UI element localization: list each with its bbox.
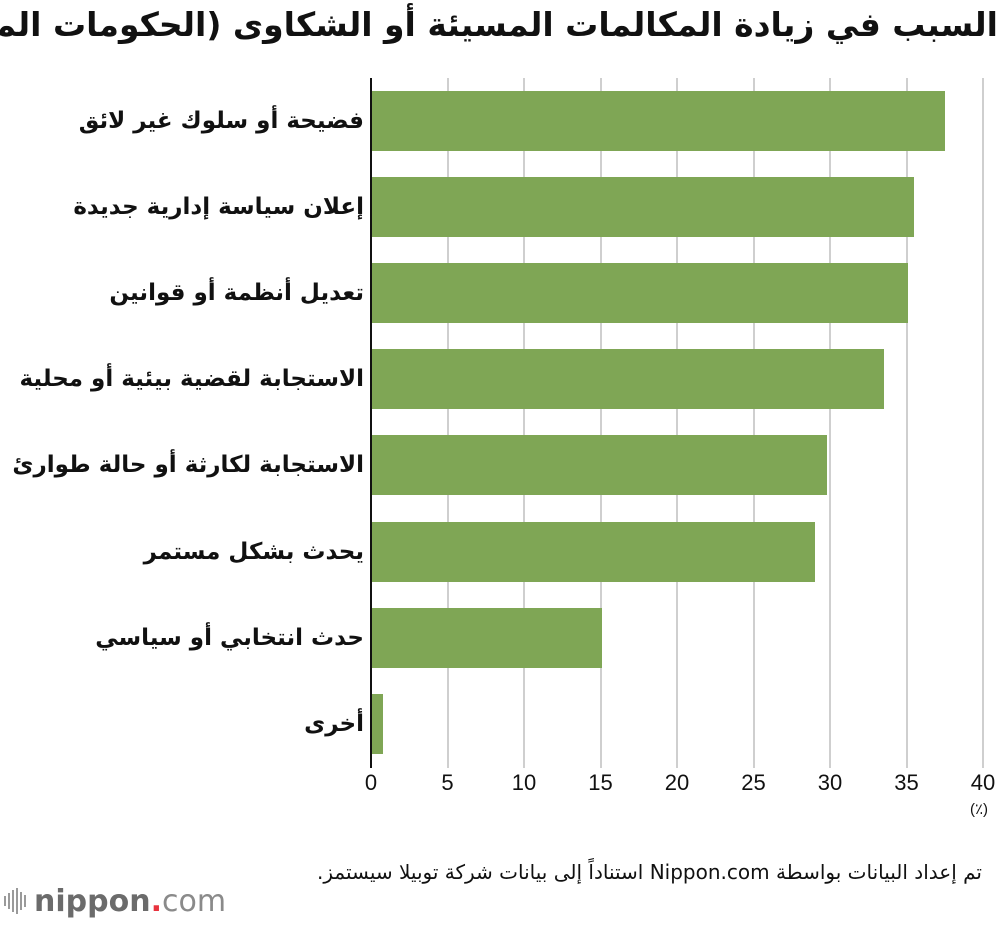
x-tick-label: 30 [817,770,843,795]
gridline [905,78,908,768]
x-tick-label: 25 [741,770,766,795]
category-label: إعلان سياسة إدارية جديدة [73,194,364,220]
x-tick-label: 40 [970,770,996,795]
x-tick-label: 15 [588,770,613,795]
bar [372,263,909,323]
category-label: الاستجابة لكارثة أو حالة طوارئ [12,452,364,478]
bar [372,177,915,237]
gridline [676,78,678,768]
gridline [446,78,449,768]
x-axis-unit: (٪) [970,801,989,818]
source-note: تم إعداد البيانات بواسطة Nippon.com استن… [317,860,982,884]
y-axis-line [370,78,372,768]
chart-title: السبب في زيادة المكالمات المسيئة أو الشك… [0,5,999,44]
logo-wordmark: nippon.com [34,883,227,919]
bar [372,608,603,668]
gridline [523,78,525,768]
category-label: حدث انتخابي أو سياسي [95,625,364,651]
gridline [982,78,984,768]
bar [372,694,384,754]
category-label: يحدث بشكل مستمر [143,539,364,565]
gridline [829,78,831,768]
x-tick-label: 5 [441,770,454,795]
category-label: أخرى [304,711,364,737]
logo-bars-icon [4,888,26,914]
bar [372,91,945,151]
x-tick-label: 35 [894,770,919,795]
x-tick-label: 20 [664,770,690,795]
bar [372,435,827,495]
category-label: الاستجابة لقضية بيئية أو محلية [19,366,364,392]
x-tick-label: 10 [511,770,537,795]
nippon-logo: nippon.com [4,881,226,921]
bar [372,349,884,409]
gridline [752,78,755,768]
x-tick-label: 0 [364,770,378,795]
category-label: فضيحة أو سلوك غير لائق [78,108,364,134]
category-label: تعديل أنظمة أو قوانين [109,280,364,306]
bar [372,522,815,582]
gridline [599,78,602,768]
